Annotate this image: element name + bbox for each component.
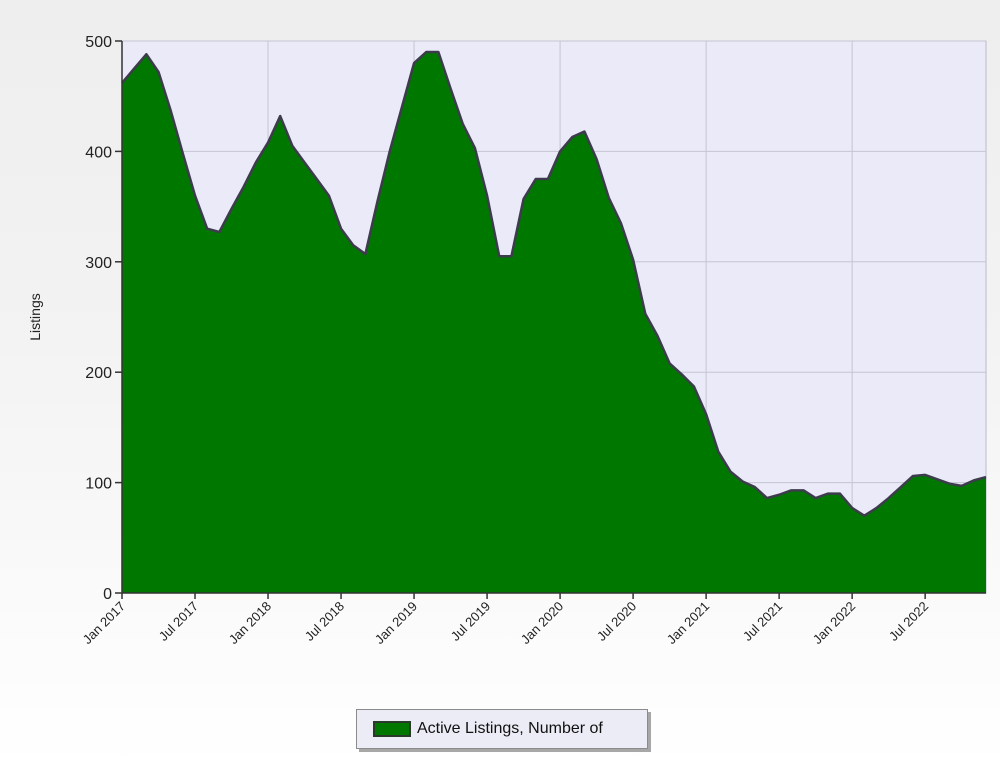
- x-tick-label: Jan 2020: [518, 599, 566, 647]
- y-tick-label: 0: [103, 586, 112, 603]
- legend-swatch: [373, 721, 411, 737]
- series-line-active-listings: [121, 50, 987, 517]
- x-tick-label: Jul 2019: [448, 599, 493, 644]
- x-tick-label: Jan 2022: [810, 599, 858, 647]
- y-tick-label: 200: [85, 365, 112, 382]
- x-tick-label: Jul 2017: [156, 599, 201, 644]
- legend: Active Listings, Number of: [356, 709, 648, 749]
- x-tick-label: Jul 2018: [302, 599, 347, 644]
- x-axis-ticks: Jan 2017 Jul 2017 Jan 2018 Jul 2018 Jan 2019…: [80, 593, 931, 647]
- y-tick-label: 500: [85, 34, 112, 51]
- x-tick-label: Jan 2017: [80, 599, 128, 647]
- legend-label: Active Listings, Number of: [417, 720, 603, 737]
- y-tick-label: 300: [85, 255, 112, 272]
- x-tick-label: Jan 2019: [372, 599, 420, 647]
- y-axis-ticks: 0 100 200 300 400 500: [85, 34, 122, 603]
- y-tick-label: 100: [85, 476, 112, 493]
- x-tick-label: Jan 2021: [664, 599, 712, 647]
- x-tick-label: Jul 2022: [886, 599, 931, 644]
- x-tick-label: Jul 2021: [740, 599, 785, 644]
- axes: [121, 41, 986, 594]
- y-tick-label: 400: [85, 144, 112, 161]
- y-axis-title: Listings: [27, 293, 43, 340]
- x-tick-label: Jan 2018: [226, 599, 274, 647]
- x-tick-label: Jul 2020: [594, 599, 639, 644]
- series-area-active-listings: [122, 52, 986, 594]
